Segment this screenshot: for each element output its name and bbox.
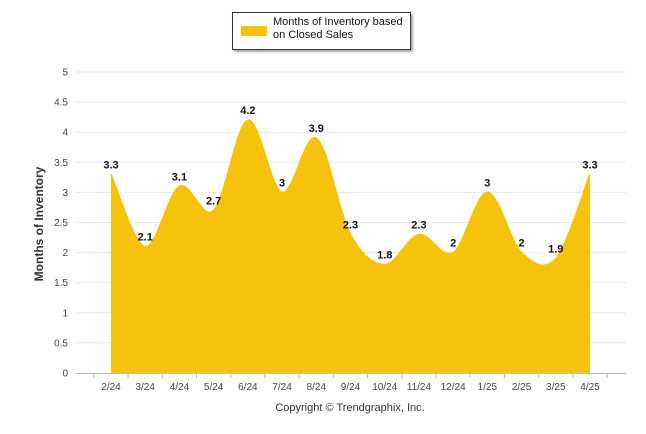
chart-legend: Months of Inventory based on Closed Sale… [232,12,411,50]
legend-label: Months of Inventory based on Closed Sale… [273,16,403,41]
y-tick-label: 3.5 [54,158,68,169]
y-tick-label: 2 [62,248,68,259]
series-line [110,119,591,267]
x-tick-label: 9/24 [341,382,361,393]
x-tick-label: 5/24 [204,382,224,393]
data-label: 2.1 [138,232,153,244]
data-label: 2.3 [343,220,358,232]
x-tick-label: 12/24 [441,382,466,393]
data-label: 1.9 [548,244,563,256]
legend-swatch [241,26,267,36]
x-tick-label: 1/25 [478,382,498,393]
y-tick-label: 4 [62,128,68,139]
x-tick-label: 11/24 [407,382,432,393]
data-label: 3 [484,177,490,189]
copyright-text: Copyright © Trendgraphix, Inc. [275,402,425,414]
x-tick-label: 3/25 [546,382,566,393]
y-tick-label: 1.5 [54,278,68,289]
x-tick-label: 8/24 [307,382,327,393]
x-tick-label: 2/25 [512,382,532,393]
x-tick-label: 10/24 [372,382,397,393]
data-label: 2 [450,238,456,250]
data-label: 3.3 [582,159,597,171]
x-tick-label: 2/24 [101,382,121,393]
data-label: 3 [279,177,285,189]
data-label: 2 [519,238,525,250]
y-axis-title: Months of Inventory [32,166,46,282]
x-tick-label: 4/25 [580,382,600,393]
y-tick-label: 4.5 [54,98,68,109]
data-label: 2.3 [411,220,426,232]
y-tick-label: 1 [62,308,68,319]
data-label: 1.8 [377,250,392,262]
data-label: 4.2 [240,105,255,117]
data-label: 3.1 [172,171,187,183]
x-tick-label: 6/24 [238,382,258,393]
x-tick-label: 4/24 [170,382,190,393]
y-tick-label: 0 [62,369,68,380]
data-label: 2.7 [206,195,221,207]
series-area [111,120,590,373]
x-tick-label: 7/24 [272,382,292,393]
y-tick-label: 0.5 [54,338,68,349]
y-tick-label: 2.5 [54,218,68,229]
data-label: 3.3 [103,159,118,171]
x-tick-label: 3/24 [135,382,155,393]
data-label: 3.9 [309,123,324,135]
y-tick-label: 3 [62,188,68,199]
y-tick-label: 5 [62,68,68,79]
